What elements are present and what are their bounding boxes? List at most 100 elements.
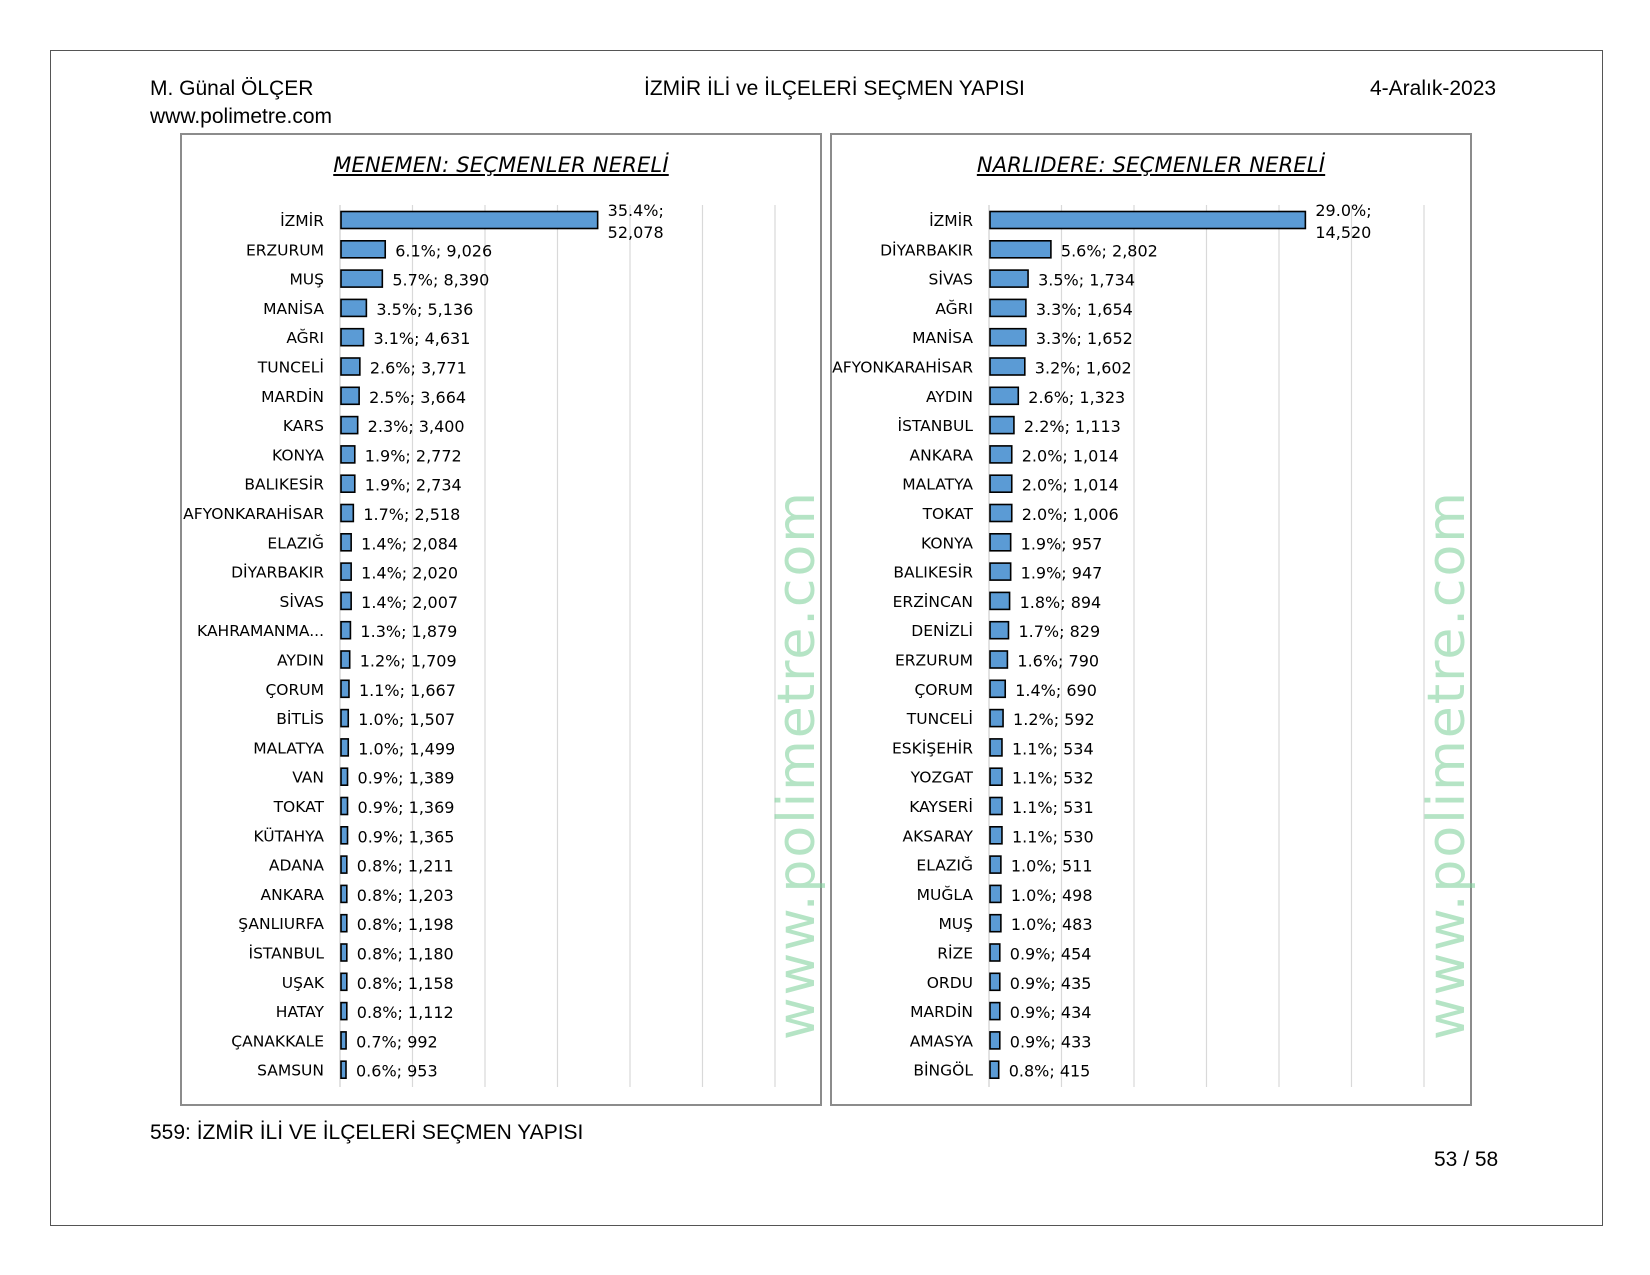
category-label: ŞANLIURFA bbox=[238, 915, 324, 933]
category-label: KONYA bbox=[272, 446, 324, 464]
bar bbox=[989, 913, 1002, 933]
category-label: TUNCELİ bbox=[906, 709, 973, 728]
category-label: SAMSUN bbox=[257, 1062, 324, 1080]
category-label: MARDİN bbox=[910, 1002, 973, 1021]
bar bbox=[340, 679, 350, 699]
bar bbox=[340, 474, 356, 494]
bar bbox=[340, 708, 350, 728]
data-label: 1.4%; 2,084 bbox=[361, 534, 458, 553]
bar bbox=[340, 796, 349, 816]
category-label: İZMİR bbox=[280, 211, 324, 230]
category-label: ERZURUM bbox=[895, 652, 973, 670]
bar bbox=[340, 620, 352, 640]
data-label: 3.1%; 4,631 bbox=[373, 329, 470, 348]
data-label: 3.5%; 5,136 bbox=[376, 300, 473, 319]
figure-caption: 559: İZMİR İLİ VE İLÇELERİ SEÇMEN YAPISI bbox=[150, 1121, 584, 1144]
author-name: M. Günal ÖLÇER bbox=[150, 77, 314, 100]
data-label: 1.9%; 957 bbox=[1021, 534, 1103, 553]
bar bbox=[989, 503, 1013, 523]
page-number: 53 / 58 bbox=[1434, 1148, 1499, 1171]
bar bbox=[340, 298, 368, 318]
category-label: İSTANBUL bbox=[898, 416, 974, 435]
bar bbox=[989, 620, 1010, 640]
bar bbox=[989, 327, 1027, 347]
data-label: 1.1%; 1,667 bbox=[359, 681, 456, 700]
category-label: ORDU bbox=[927, 974, 973, 992]
category-label: UŞAK bbox=[282, 974, 325, 992]
category-label: BİTLİS bbox=[276, 709, 324, 728]
watermark: www.polimetre.com bbox=[1416, 490, 1477, 1040]
bar bbox=[989, 474, 1013, 494]
bar bbox=[340, 532, 352, 552]
data-label: 0.9%; 433 bbox=[1010, 1032, 1092, 1051]
bar bbox=[340, 943, 348, 962]
bar bbox=[340, 591, 352, 611]
category-label: RİZE bbox=[937, 944, 973, 963]
data-label: 0.6%; 953 bbox=[356, 1062, 438, 1081]
bar bbox=[340, 210, 599, 230]
data-label: 0.9%; 435 bbox=[1010, 974, 1092, 993]
category-label: AYDIN bbox=[926, 388, 973, 406]
category-label: ÇORUM bbox=[265, 681, 324, 699]
category-label: ERZİNCAN bbox=[893, 592, 973, 611]
bar bbox=[989, 240, 1052, 259]
menemen-bar-chart: İZMİR 35.4%; 52,078 ERZURUM 6.1%; 9,026 MUŞ 5.… bbox=[183, 201, 776, 1087]
data-label: 1.7%; 829 bbox=[1018, 622, 1100, 641]
data-label: 0.8%; 1,198 bbox=[357, 915, 454, 934]
bar bbox=[989, 386, 1020, 406]
bar bbox=[989, 796, 1003, 816]
bar bbox=[340, 972, 348, 992]
data-label: 0.8%; 1,112 bbox=[357, 1003, 454, 1022]
data-label: 2.0%; 1,014 bbox=[1022, 476, 1119, 495]
data-label: 1.0%; 483 bbox=[1011, 915, 1093, 934]
data-label: 3.5%; 1,734 bbox=[1038, 271, 1135, 290]
category-label: İSTANBUL bbox=[249, 944, 325, 963]
bar bbox=[989, 884, 1002, 904]
bar bbox=[340, 386, 360, 406]
data-label: 29.0%; bbox=[1315, 201, 1371, 220]
bar bbox=[989, 562, 1012, 581]
category-label: AĞRI bbox=[286, 328, 324, 347]
data-label: 0.8%; 1,158 bbox=[357, 974, 454, 993]
bar bbox=[989, 445, 1013, 464]
category-label: MUŞ bbox=[938, 915, 973, 933]
category-label: KÜTAHYA bbox=[254, 826, 325, 845]
bar bbox=[989, 298, 1027, 318]
data-label: 52,078 bbox=[608, 223, 664, 242]
category-label: MALATYA bbox=[902, 476, 973, 494]
category-label: AYDIN bbox=[277, 652, 324, 670]
bar bbox=[989, 415, 1015, 435]
bar bbox=[340, 1001, 348, 1021]
website-link[interactable]: www.polimetre.com bbox=[150, 105, 333, 128]
data-label: 0.9%; 1,369 bbox=[358, 798, 455, 817]
bar bbox=[989, 1031, 1001, 1050]
bar bbox=[989, 1001, 1001, 1021]
data-label: 2.3%; 3,400 bbox=[368, 417, 465, 436]
bar bbox=[989, 708, 1004, 728]
category-label: BALIKESİR bbox=[893, 563, 973, 582]
data-label: 1.1%; 531 bbox=[1012, 798, 1094, 817]
data-label: 2.6%; 3,771 bbox=[370, 359, 467, 378]
bar bbox=[340, 767, 349, 787]
category-label: AĞRI bbox=[935, 299, 973, 318]
bar bbox=[989, 532, 1012, 552]
category-label: MUŞ bbox=[289, 271, 324, 289]
data-label: 1.6%; 790 bbox=[1017, 652, 1099, 671]
bar bbox=[340, 855, 348, 874]
bar bbox=[989, 357, 1026, 376]
bar bbox=[989, 738, 1003, 757]
chart-title: NARLIDERE: SEÇMENLER NERELİ bbox=[976, 153, 1326, 177]
data-label: 1.9%; 947 bbox=[1021, 564, 1103, 583]
bar bbox=[989, 1060, 1000, 1080]
category-label: AKSARAY bbox=[902, 827, 973, 845]
category-label: TOKAT bbox=[273, 798, 325, 816]
data-label: 1.7%; 2,518 bbox=[363, 505, 460, 524]
menemen-chart-panel: MENEMEN: SEÇMENLER NERELİ İZMİR 35.4%; 52,… bbox=[180, 133, 827, 1106]
data-label: 5.7%; 8,390 bbox=[392, 271, 489, 290]
data-label: 1.0%; 1,507 bbox=[358, 710, 455, 729]
data-label: 35.4%; bbox=[608, 201, 664, 220]
category-label: ÇANAKKALE bbox=[231, 1032, 324, 1050]
bar bbox=[989, 269, 1029, 288]
bar bbox=[989, 650, 1009, 669]
data-label: 0.8%; 1,211 bbox=[357, 857, 454, 876]
